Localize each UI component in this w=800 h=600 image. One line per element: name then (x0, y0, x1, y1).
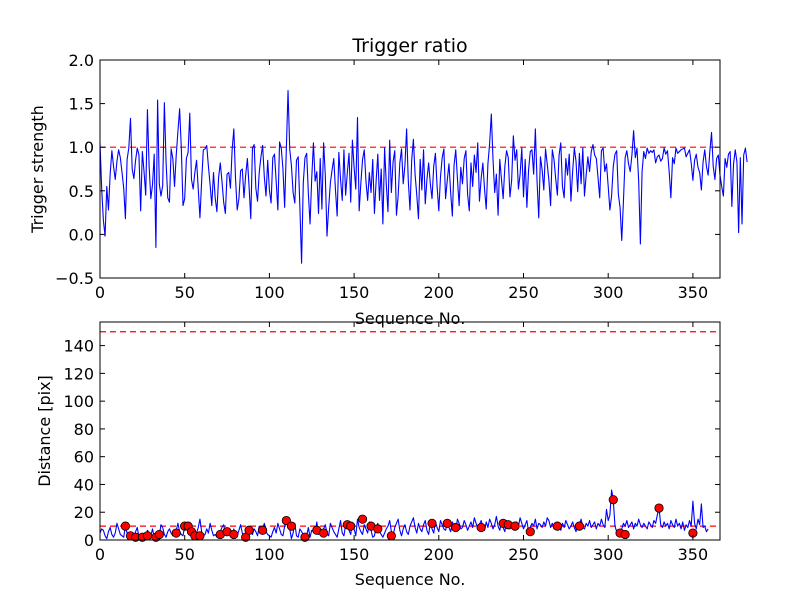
x-tick-label: 150 (339, 283, 370, 302)
data-point-marker (427, 518, 437, 528)
data-point-marker (142, 531, 153, 541)
y-tick-label: −0.5 (55, 269, 94, 288)
data-point-marker (229, 529, 239, 540)
bottom-ticks: 0 50 100 150 200 250 300 350 0 20 40 60 80 100 120 140 (63, 322, 720, 564)
bottom-axes-frame (99, 321, 721, 541)
y-tick-label: 140 (63, 337, 94, 356)
y-tick-label: 60 (74, 448, 94, 467)
data-point-marker (442, 518, 452, 528)
y-tick-label: 80 (74, 420, 94, 439)
y-tick-label: 2.0 (69, 51, 94, 70)
x-tick-label: 200 (424, 545, 455, 564)
data-point-marker (244, 525, 254, 535)
bottom-plot-area (99, 331, 720, 542)
x-tick-label: 350 (678, 545, 709, 564)
data-point-marker (300, 532, 310, 542)
series-line (99, 489, 709, 540)
data-point-marker (286, 521, 297, 531)
data-point-marker (319, 528, 329, 538)
data-point-marker (258, 525, 268, 535)
distance-panel: 0 50 100 150 200 250 300 350020406080100120140 … (35, 321, 721, 589)
top-axes-frame (99, 59, 721, 279)
data-point-marker (525, 527, 535, 537)
top-ticks: 0 50 100 150 200 250 300 350 −0.5 0.0 0.5 1.0 1.5 2.0 (55, 51, 720, 302)
x-tick-label: 50 (175, 283, 195, 302)
data-point-marker (608, 495, 618, 505)
data-point-marker (451, 522, 461, 533)
y-tick-label: 100 (63, 392, 94, 411)
y-tick-label: 0.0 (69, 225, 94, 244)
data-point-marker (620, 529, 630, 540)
x-tick-label: 300 (593, 545, 624, 564)
x-tick-label: 250 (508, 283, 539, 302)
data-point-marker (195, 531, 205, 541)
y-tick-label: 0.5 (69, 182, 94, 201)
top-x-axis-label: Sequence No. (355, 309, 466, 328)
x-tick-label: 150 (339, 545, 370, 564)
data-point-marker (357, 514, 368, 524)
x-tick-label: 100 (254, 545, 285, 564)
data-point-marker (373, 524, 383, 534)
top-y-axis-label: Trigger strength (28, 105, 47, 234)
y-tick-label: 0 (84, 531, 94, 550)
y-tick-label: 120 (63, 364, 94, 383)
data-point-marker (510, 521, 520, 531)
x-tick-label: 0 (95, 283, 105, 302)
trigger-ratio-panel: Trigger ratio 0 50 100 150 200 250 300 350−0.50… (28, 35, 748, 328)
data-point-marker (346, 521, 356, 531)
data-point-marker (171, 528, 181, 538)
y-tick-label: 20 (74, 503, 94, 522)
data-point-marker (476, 522, 486, 533)
x-tick-label: 350 (678, 283, 709, 302)
x-tick-label: 300 (593, 283, 624, 302)
data-point-marker (386, 531, 396, 541)
data-point-marker (654, 503, 664, 513)
x-tick-label: 200 (424, 283, 455, 302)
bottom-y-axis-label: Distance [pix] (35, 375, 54, 487)
top-plot-area (99, 89, 748, 264)
data-point-marker (574, 521, 584, 531)
top-chart-title: Trigger ratio (351, 35, 467, 57)
y-tick-label: 1.5 (69, 95, 94, 114)
x-tick-label: 100 (254, 283, 285, 302)
x-tick-label: 50 (175, 545, 195, 564)
data-point-marker (154, 529, 164, 540)
bottom-x-axis-label: Sequence No. (355, 570, 466, 589)
series-line (99, 89, 748, 264)
x-tick-label: 250 (508, 545, 539, 564)
data-point-marker (552, 521, 562, 531)
data-point-marker (120, 521, 131, 531)
y-tick-label: 1.0 (69, 138, 94, 157)
y-tick-label: 40 (74, 475, 94, 494)
x-tick-label: 0 (95, 545, 105, 564)
